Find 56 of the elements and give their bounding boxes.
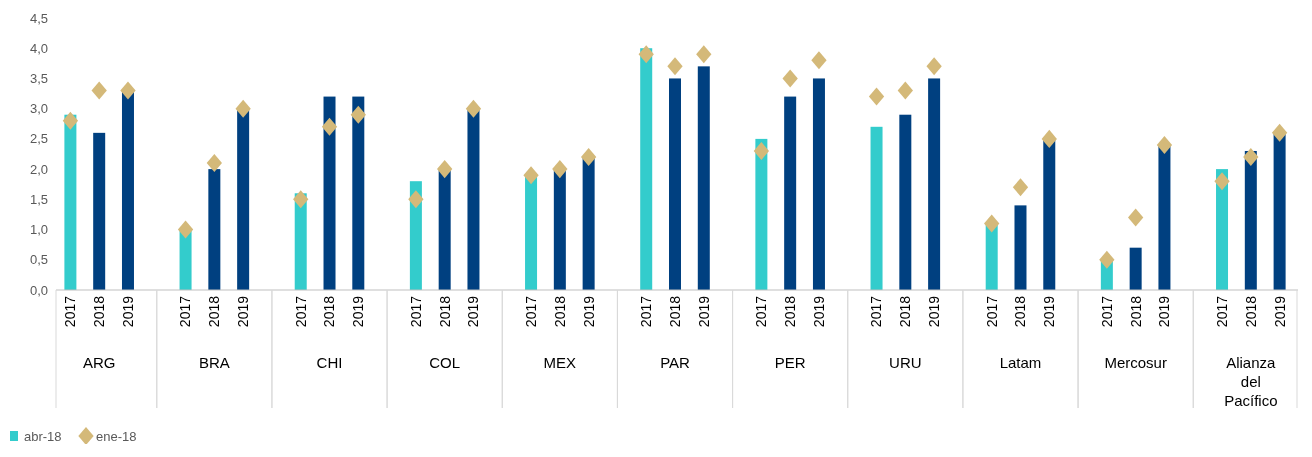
x-tick-label: 2017 (62, 295, 79, 328)
text: BRA (198, 354, 230, 371)
x-tick-label: 2018 (666, 295, 683, 328)
x-tick-label: 2018 (782, 295, 799, 328)
x-tick-label: 2017 (1213, 295, 1230, 328)
x-tick-label: 2019 (465, 295, 482, 328)
x-tick-label: 2017 (177, 295, 194, 328)
text: Mercosur (1104, 354, 1167, 371)
y-tick-label: 2,5 (29, 131, 48, 147)
x-tick-label: 2019 (1041, 295, 1058, 328)
y-tick-label: 3,0 (29, 101, 48, 117)
x-tick-label: 2019 (810, 295, 827, 328)
text: MEX (543, 354, 577, 371)
x-tick-label: 2018 (436, 295, 453, 328)
x-tick-label: 2017 (292, 295, 309, 328)
text: ARG (82, 354, 116, 371)
text: CHI (316, 354, 343, 371)
x-tick-label: 2017 (638, 295, 655, 328)
x-tick-label: 2018 (206, 295, 223, 328)
x-tick-label: 2018 (897, 295, 914, 328)
text: PER (774, 354, 806, 371)
y-tick-label: 1,5 (29, 191, 48, 207)
x-tick-label: 2017 (1098, 295, 1115, 328)
text: URU (889, 354, 922, 371)
text: Latam (999, 354, 1042, 371)
x-tick-label: 2017 (868, 295, 885, 328)
x-tick-label: 2019 (580, 295, 597, 328)
x-tick-label: 2019 (1271, 295, 1288, 328)
x-tick-label: 2019 (119, 295, 136, 328)
x-tick-label: 2017 (983, 295, 1000, 328)
x-tick-label: 2019 (1156, 295, 1173, 328)
x-tick-label: 2019 (350, 295, 367, 328)
text: Alianza del Pacífico (1224, 354, 1278, 409)
x-tick-label: 2018 (1242, 295, 1259, 328)
y-tick-label: 4,0 (29, 40, 48, 56)
x-tick-label: 2019 (695, 295, 712, 328)
y-tick-label: 2,0 (29, 161, 48, 177)
x-tick-label: 2018 (91, 295, 108, 328)
x-tick-label: 2019 (235, 295, 252, 328)
legend-label: abr-18 (24, 428, 62, 444)
x-tick-label: 2018 (1127, 295, 1144, 328)
x-tick-label: 2019 (926, 295, 943, 328)
x-tick-label: 2018 (551, 295, 568, 328)
y-tick-label: 4,5 (29, 10, 48, 26)
y-tick-label: 3,5 (29, 70, 48, 86)
x-tick-label: 2017 (407, 295, 424, 328)
x-tick-label: 2017 (753, 295, 770, 328)
x-tick-label: 2018 (1012, 295, 1029, 328)
y-tick-label: 1,0 (29, 222, 48, 238)
x-tick-label: 2017 (522, 295, 539, 328)
legend-label: ene-18 (96, 428, 137, 444)
text: COL (429, 354, 461, 371)
x-tick-label: 2018 (321, 295, 338, 328)
y-tick-label: 0,5 (29, 252, 48, 268)
y-tick-label: 0,0 (29, 282, 48, 298)
text: PAR (660, 354, 691, 371)
